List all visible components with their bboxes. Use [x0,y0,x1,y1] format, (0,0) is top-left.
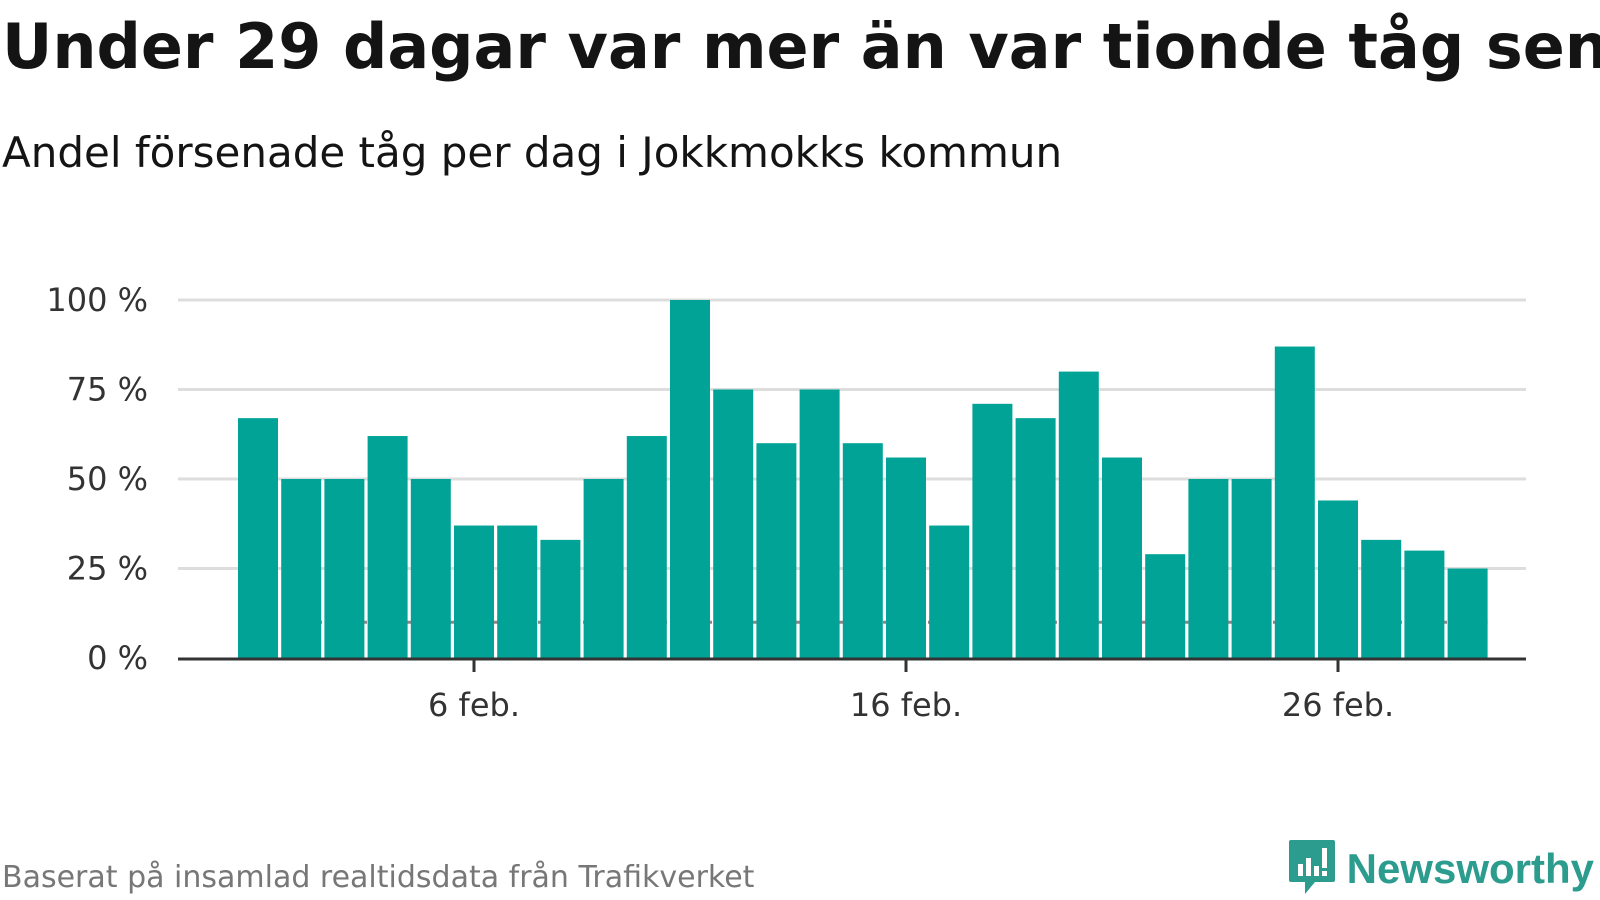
chart-subtitle: Andel försenade tåg per dag i Jokkmokks … [2,128,1063,177]
bar [626,436,667,658]
source-note: Baserat på insamlad realtidsdata från Tr… [2,860,755,895]
bar [324,479,365,658]
y-tick-label: 75 % [67,371,148,409]
bar [1274,346,1315,658]
y-tick-label: 0 % [87,639,148,677]
bar [238,418,278,658]
y-tick-label: 100 % [46,281,148,319]
bar [1231,479,1272,658]
bar [1145,554,1186,658]
bar [886,457,926,658]
bar [713,389,754,658]
bar [540,539,581,658]
bar [670,300,710,658]
bar [410,479,451,658]
bar [454,525,494,658]
bar [799,389,840,658]
bar [756,443,797,658]
bar [929,525,970,658]
bar [367,436,408,658]
brand-name: Newsworthy [1346,845,1594,892]
x-tick-label: 26 feb. [1282,686,1394,724]
axes: 0 % 25 % 50 % 75 % 100 % 6 feb. 16 feb. 26 feb. [46,281,1526,724]
brand-logo[interactable]: Newsworthy [1287,838,1594,900]
bar [1361,539,1402,658]
bar [1058,371,1099,658]
y-tick-label: 25 % [67,550,148,588]
bar [842,443,883,658]
bar [1318,500,1358,658]
newsworthy-logo-icon [1287,838,1337,900]
bar [972,403,1013,658]
bars [238,300,1488,658]
bar [583,479,624,658]
y-tick-label: 50 % [67,460,148,498]
x-tick-label: 6 feb. [428,686,520,724]
x-tick-label: 16 feb. [850,686,962,724]
bar [1188,479,1229,658]
chart-title: Under 29 dagar var mer än var tionde tåg… [2,10,1600,83]
bar [1102,457,1142,658]
bar [1404,550,1445,658]
bar [1447,568,1488,658]
bar [281,479,322,658]
bar [497,525,538,658]
bar [1015,418,1056,658]
